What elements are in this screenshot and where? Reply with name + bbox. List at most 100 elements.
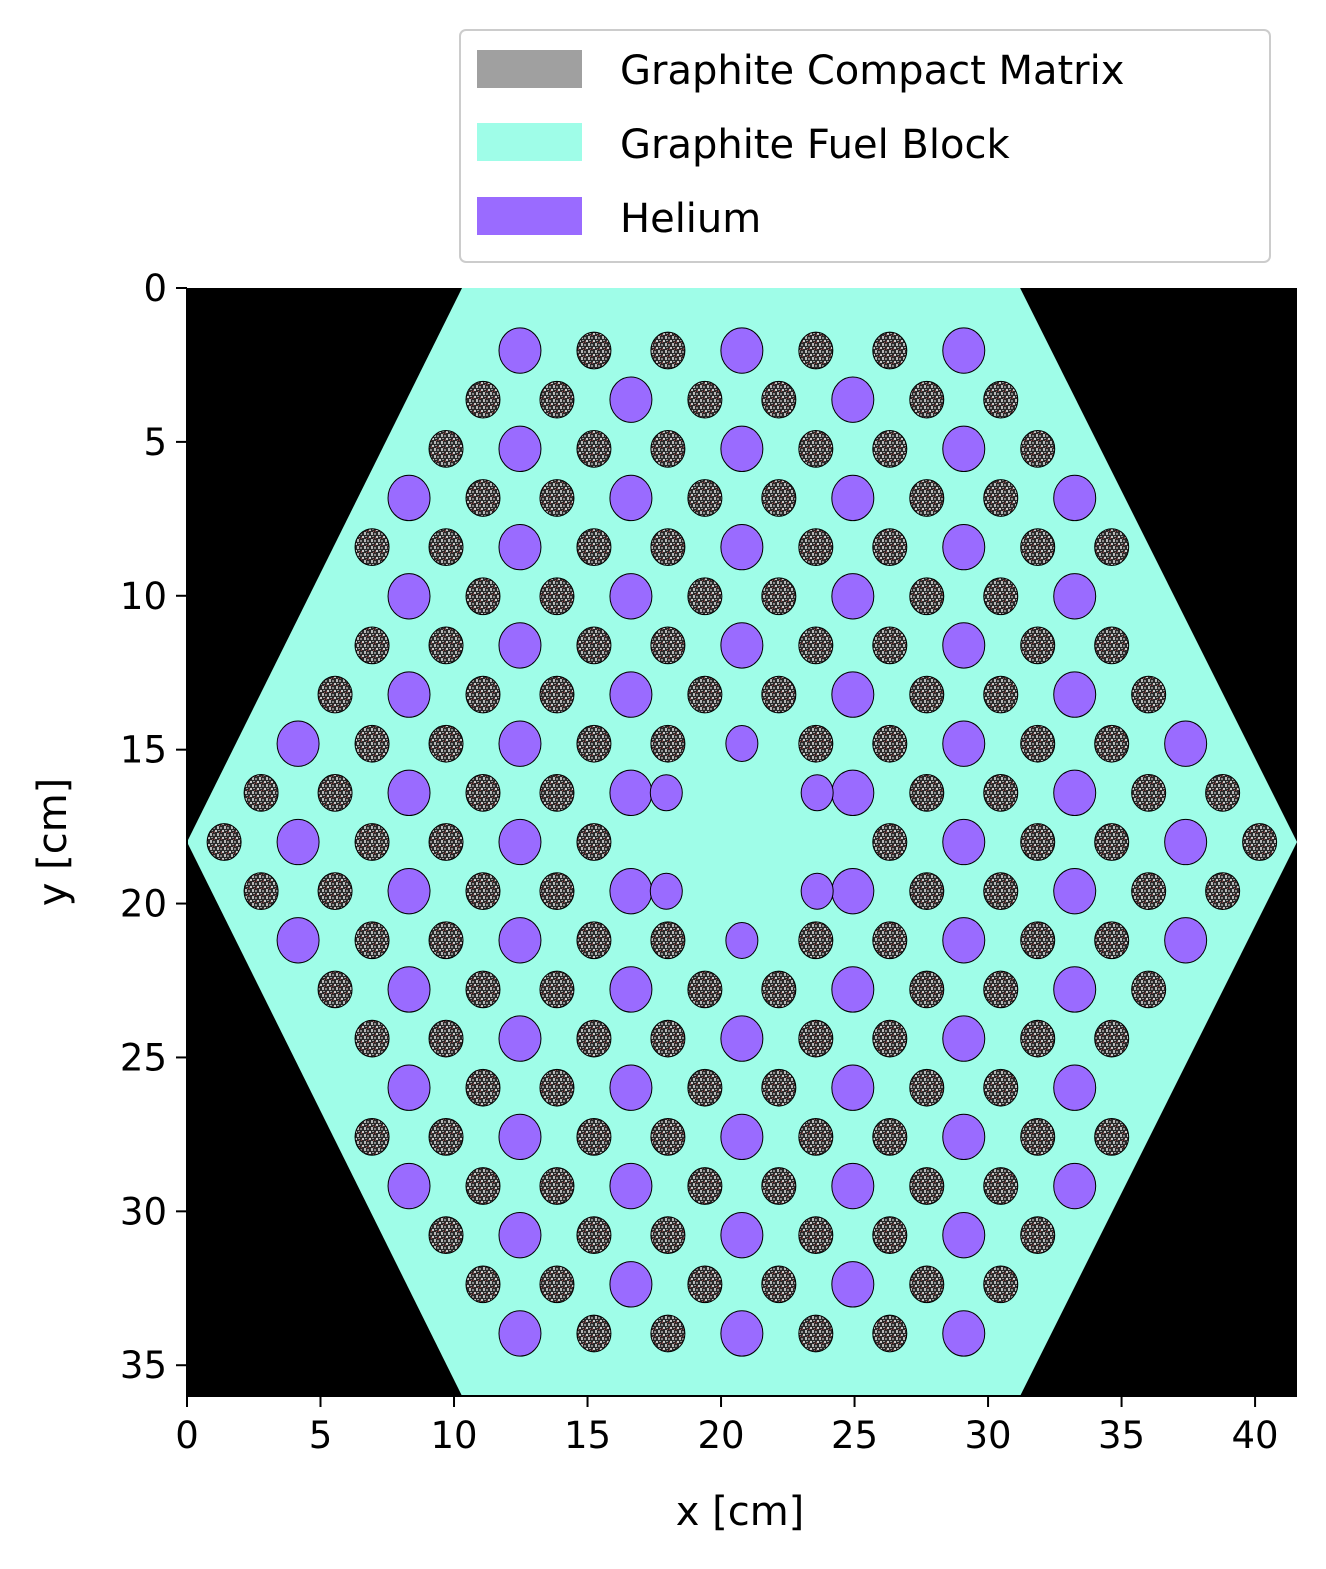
fuel-compact <box>317 675 353 714</box>
fuel-compact <box>539 479 575 517</box>
helium-channel <box>498 1310 542 1357</box>
helium-channel <box>720 622 764 669</box>
y-tick-label: 35 <box>120 1344 167 1387</box>
fuel-compact <box>1205 872 1241 911</box>
fuel-compact <box>428 1019 464 1058</box>
helium-channel <box>609 966 653 1013</box>
helium-channel <box>720 425 764 473</box>
helium-channel <box>1053 769 1097 817</box>
fuel-compact <box>243 773 279 812</box>
fuel-compact <box>465 675 501 714</box>
y-tick-label: 25 <box>120 1036 167 1079</box>
fuel-compact <box>983 380 1019 419</box>
fuel-compact <box>1020 429 1056 468</box>
fuel-compact <box>761 479 797 517</box>
fuel-compact <box>428 1216 464 1255</box>
fuel-compact <box>576 1314 612 1353</box>
fuel-compact <box>465 1068 501 1107</box>
fuel-compact <box>761 675 797 714</box>
helium-channel <box>831 867 875 915</box>
helium-channel <box>1053 671 1097 718</box>
fuel-compact <box>909 872 945 911</box>
helium-channel <box>387 474 431 522</box>
fuel-compact <box>1020 626 1056 665</box>
helium-channel <box>942 1015 986 1062</box>
helium-channel-small <box>800 872 834 910</box>
helium-channel <box>831 376 875 423</box>
fuel-compact <box>798 429 834 468</box>
fuel-compact <box>872 626 908 665</box>
helium-channel <box>498 818 542 866</box>
helium-channel <box>609 474 653 522</box>
fuel-compact <box>761 1068 797 1107</box>
y-ticks: 0 5 10 15 20 25 30 35 <box>120 267 187 1387</box>
fuel-compact <box>576 724 612 763</box>
fuel-compact <box>576 429 612 468</box>
fuel-compact <box>909 1068 945 1107</box>
fuel-compact <box>687 675 723 714</box>
fuel-compact <box>1242 823 1278 861</box>
fuel-compact <box>687 1068 723 1107</box>
y-tick-label: 0 <box>143 267 167 310</box>
fuel-compact <box>798 626 834 665</box>
fuel-compact <box>576 331 612 370</box>
fuel-compact <box>354 823 390 861</box>
axes: 0 5 10 15 20 25 30 35 40 0 5 10 15 20 25 30 35 x [cm] y… <box>30 267 1297 1535</box>
fuel-compact <box>576 823 612 861</box>
fuel-compact <box>539 1068 575 1107</box>
helium-channel <box>1164 917 1208 964</box>
fuel-compact <box>909 577 945 616</box>
fuel-compact <box>761 1167 797 1205</box>
fuel-compact <box>909 675 945 714</box>
helium-channel-small <box>800 774 834 812</box>
fuel-compact <box>983 773 1019 812</box>
fuel-compact <box>1205 773 1241 812</box>
helium-channel <box>387 671 431 718</box>
fuel-compact <box>798 1118 834 1156</box>
fuel-compact <box>576 528 612 566</box>
helium-channel-small <box>649 774 683 812</box>
fuel-compact <box>576 1216 612 1255</box>
helium-channel <box>276 917 320 964</box>
fuel-compact <box>539 773 575 812</box>
fuel-compact <box>872 1314 908 1353</box>
x-tick-label: 10 <box>430 1414 477 1457</box>
helium-channel <box>1053 1162 1097 1210</box>
helium-channel <box>1164 818 1208 866</box>
helium-channel-small <box>725 725 759 763</box>
helium-channel <box>720 523 764 571</box>
helium-channel <box>498 327 542 374</box>
fuel-compact <box>1094 921 1130 960</box>
lattice-holes <box>206 327 1278 1357</box>
fuel-compact <box>650 528 686 566</box>
helium-channel <box>831 769 875 817</box>
helium-channel <box>609 671 653 718</box>
fuel-compact <box>1020 1019 1056 1058</box>
fuel-compact <box>354 921 390 960</box>
fuel-compact <box>465 872 501 911</box>
legend-swatch-helium <box>477 197 582 235</box>
fuel-compact <box>687 1265 723 1304</box>
fuel-compact <box>872 724 908 763</box>
helium-channel <box>720 1211 764 1259</box>
helium-channel <box>831 573 875 620</box>
fuel-compact <box>539 1265 575 1304</box>
helium-channel-small <box>725 921 759 959</box>
fuel-compact <box>872 331 908 370</box>
fuel-compact <box>539 872 575 911</box>
fuel-compact <box>650 626 686 665</box>
helium-channel <box>498 1211 542 1259</box>
helium-channel <box>609 867 653 915</box>
helium-channel <box>498 523 542 571</box>
fuel-compact <box>576 626 612 665</box>
helium-channel <box>498 720 542 767</box>
fuel-compact <box>798 921 834 960</box>
helium-channel <box>1164 720 1208 767</box>
fuel-compact <box>798 1216 834 1255</box>
fuel-compact <box>909 380 945 419</box>
x-tick-label: 40 <box>1232 1414 1279 1457</box>
y-axis-label: y [cm] <box>30 778 76 907</box>
helium-channel <box>498 622 542 669</box>
fuel-compact <box>983 675 1019 714</box>
fuel-compact <box>650 1118 686 1156</box>
